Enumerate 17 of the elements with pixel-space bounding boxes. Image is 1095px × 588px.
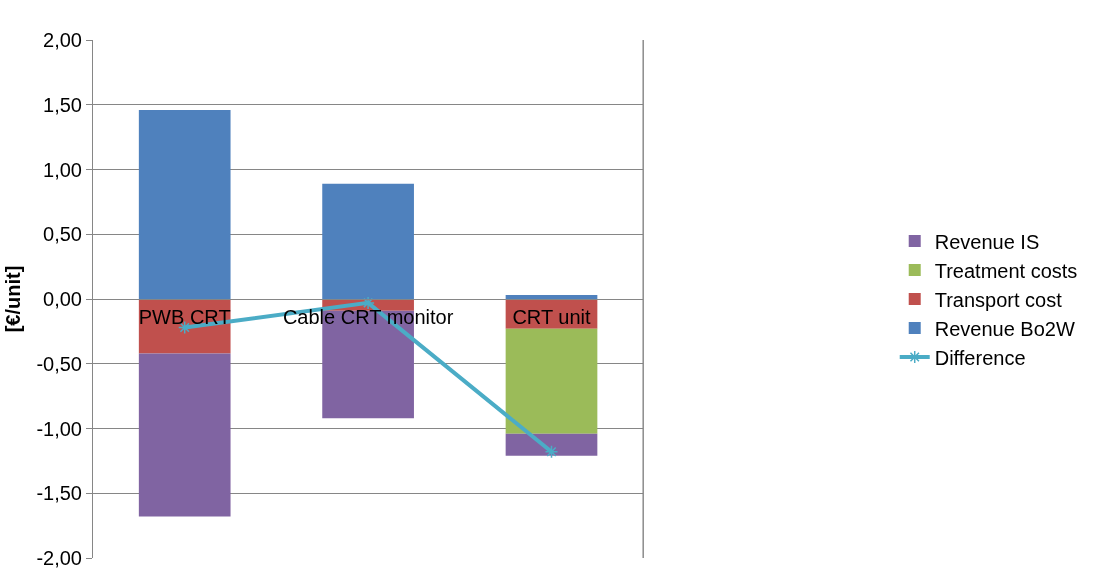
y-axis-title: [€/unit]: [1, 265, 24, 333]
legend-label: Transport cost: [934, 288, 1063, 311]
legend-label: Revenue Bo2W: [934, 317, 1075, 340]
y-tick-label: -1,00: [36, 417, 82, 440]
y-tick-label: 1,50: [43, 93, 82, 116]
legend-label: Revenue IS: [934, 230, 1040, 253]
y-tick-label: -0,50: [36, 352, 82, 375]
y-tick-label: 0,50: [43, 223, 82, 246]
y-tick-label: 1,00: [43, 158, 82, 181]
legend-label: Difference: [934, 346, 1026, 369]
y-tick-label: -2,00: [36, 547, 82, 569]
legend-label: Treatment costs: [934, 259, 1078, 282]
x-tick-label: PWB CRT: [138, 306, 231, 328]
y-tick-label: 2,00: [43, 29, 82, 51]
y-tick-label: -1,50: [36, 482, 82, 505]
x-tick-label: CRT unit: [512, 306, 592, 328]
y-tick-label: 0,00: [43, 288, 82, 310]
